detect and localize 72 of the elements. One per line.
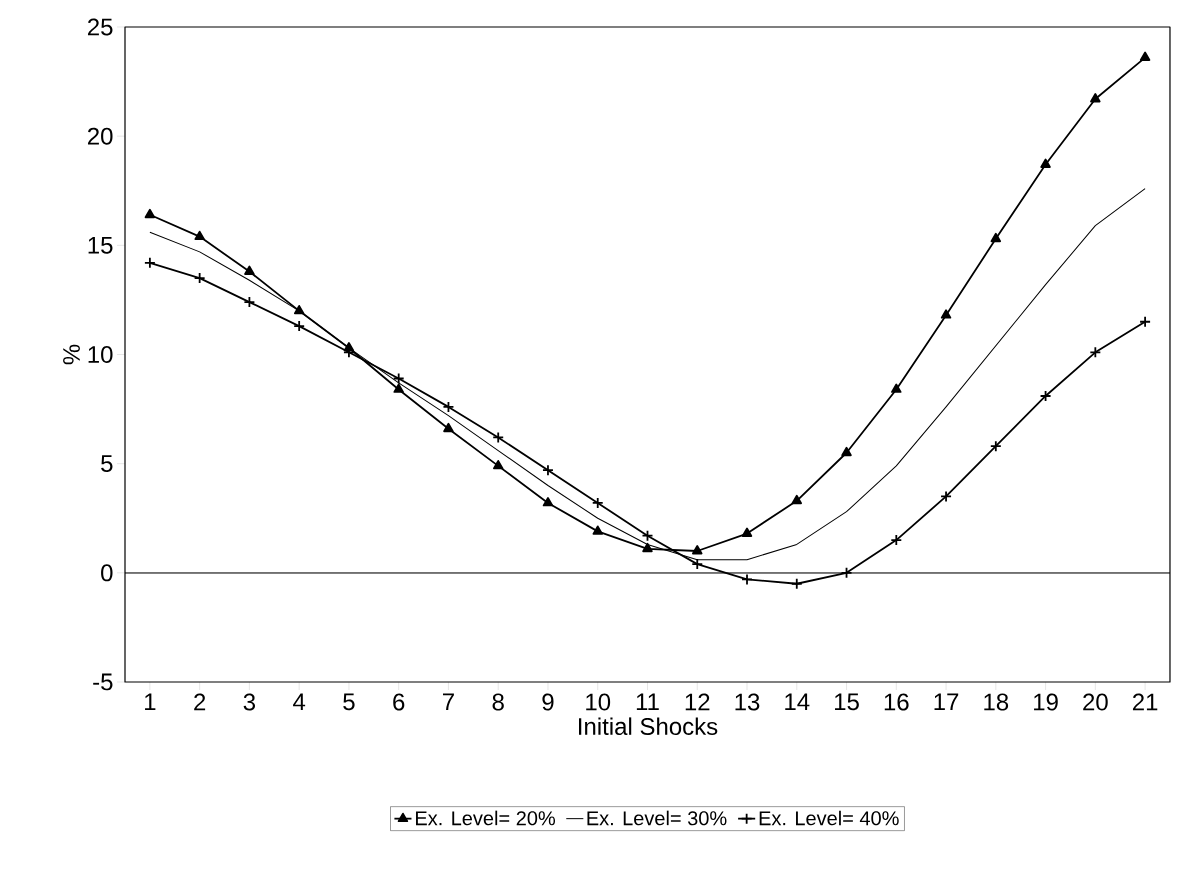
y-tick-label: -5 [93, 673, 113, 691]
x-tick-label: 8 [492, 693, 504, 711]
point [143, 256, 156, 269]
point [741, 573, 753, 586]
point [791, 494, 803, 505]
x-tick-label: 12 [685, 693, 710, 711]
point [940, 490, 952, 503]
point [193, 272, 206, 284]
x-axis-title: Initial Shocks [579, 717, 718, 736]
point [989, 440, 1002, 453]
x-tick-label: 4 [293, 693, 306, 711]
point [691, 558, 704, 570]
legend-label: Ex. Level= 30% [587, 810, 727, 826]
x-tick-label: 18 [984, 693, 1009, 711]
y-tick-label: 15 [88, 236, 113, 254]
point [592, 525, 603, 535]
point [692, 545, 703, 555]
point [443, 422, 454, 433]
x-tick-label: 11 [636, 693, 659, 711]
y-tick-label: 20 [87, 127, 113, 145]
point [1090, 93, 1101, 103]
y-tick-label: 0 [101, 564, 113, 582]
x-tick-label: 9 [542, 693, 554, 711]
x-tick-label: 19 [1034, 693, 1058, 711]
x-tick-label: 17 [934, 693, 959, 711]
point [542, 497, 554, 507]
x-tick-label: 10 [586, 693, 611, 711]
legend-label: Ex. Level= 40% [759, 810, 899, 826]
point [542, 464, 554, 477]
point [841, 446, 852, 457]
x-tick-label: 2 [194, 693, 206, 711]
point [741, 527, 753, 537]
point [790, 577, 803, 590]
point [591, 497, 604, 509]
point [244, 265, 255, 275]
point [393, 383, 404, 393]
point [1089, 346, 1102, 359]
x-tick-label: 5 [343, 693, 355, 711]
y-tick-label: 10 [88, 346, 113, 363]
y-tick-label: 25 [87, 18, 113, 36]
x-tick-label: 1 [145, 693, 156, 711]
point [641, 529, 654, 542]
y-axis-title: % [63, 344, 80, 365]
point [642, 542, 653, 553]
x-tick-label: 13 [735, 693, 760, 711]
x-tick-label: 7 [443, 693, 454, 711]
point [1139, 315, 1151, 328]
legend-label: Ex. Level= 20% [416, 810, 556, 826]
y-tick-label: 5 [101, 455, 113, 473]
point [492, 459, 504, 470]
point [392, 372, 405, 385]
point [1039, 390, 1052, 402]
point [442, 401, 455, 413]
x-tick-label: 20 [1083, 693, 1108, 711]
point [492, 431, 505, 444]
point [194, 230, 205, 240]
point [940, 309, 952, 319]
x-tick-label: 14 [785, 693, 810, 711]
point [840, 566, 853, 579]
x-tick-label: 6 [393, 693, 405, 711]
point [990, 232, 1002, 243]
x-tick-label: 16 [884, 693, 909, 711]
point [1040, 158, 1051, 168]
x-tick-label: 3 [243, 693, 256, 711]
point [891, 383, 902, 393]
x-tick-label: 21 [1132, 693, 1158, 711]
point [243, 296, 256, 308]
point [144, 208, 156, 219]
point [890, 534, 903, 546]
point [293, 304, 305, 315]
point [1139, 51, 1151, 61]
x-tick-label: 15 [835, 693, 859, 711]
